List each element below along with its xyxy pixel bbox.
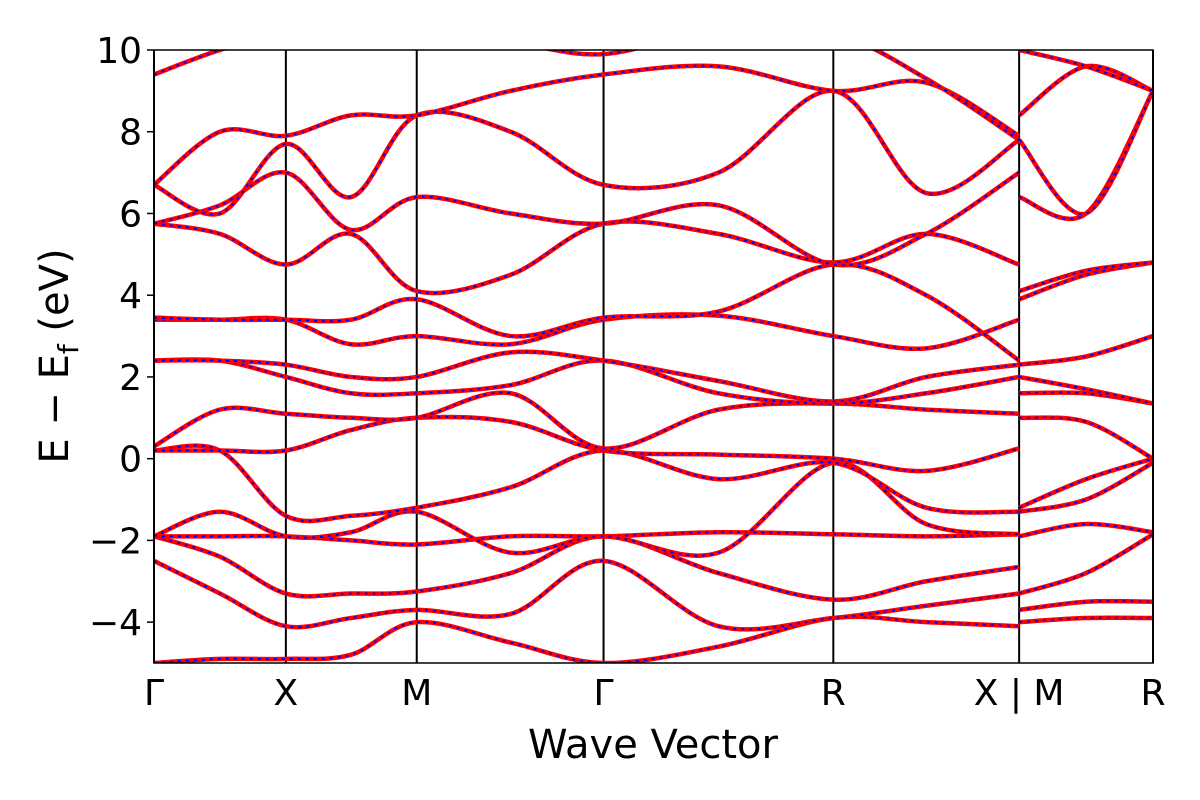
band (154, 260, 1153, 352)
x-tick-label: R (821, 673, 846, 714)
y-tick-label: 4 (119, 276, 142, 317)
band-dashed (154, 461, 1153, 557)
y-tick-label: 6 (119, 194, 142, 235)
band (154, 89, 1153, 268)
x-tick-label: Γ (144, 673, 164, 714)
band (154, 89, 1153, 296)
y-tick-label: −4 (89, 603, 142, 644)
band-dashed (154, 615, 1153, 663)
band-dashed (154, 90, 1153, 267)
y-tick-label: 8 (119, 113, 142, 154)
y-label-unit: (eV) (32, 248, 78, 344)
plot-frame (153, 49, 1154, 664)
band-dashed (154, 416, 1153, 473)
band (154, 390, 1153, 451)
y-tick-label: 10 (96, 31, 142, 72)
y-tick-label: 2 (119, 358, 142, 399)
band (154, 614, 1153, 663)
band-dashed (154, 90, 1153, 295)
band-dashed (154, 523, 1153, 546)
tick-labels: −4 −2 0 2 4 6 8 10 Γ X M Γ R X | M R (89, 31, 1166, 714)
x-tick-label: Γ (594, 673, 614, 714)
band-dashed (154, 50, 1153, 186)
band-dashed (154, 559, 1153, 631)
band (154, 63, 1153, 217)
band (154, 460, 1153, 558)
band (154, 443, 1153, 524)
y-tick-label: 0 (119, 440, 142, 481)
band-dashed (154, 533, 1153, 601)
band-dashed (154, 391, 1153, 450)
band-dashed (154, 64, 1153, 216)
band-dashed (154, 358, 1153, 405)
band-dashed (154, 335, 1153, 403)
x-tick-label: R (1140, 673, 1165, 714)
y-tick-label: −2 (89, 521, 142, 562)
band (154, 50, 1153, 187)
y-axis-label: E − Ef (eV) (32, 248, 85, 463)
x-tick-label: X | M (974, 673, 1065, 714)
x-tick-label: M (401, 673, 432, 714)
band-dashed (154, 444, 1153, 523)
band (154, 260, 1153, 363)
y-label-sub: f (52, 343, 85, 354)
x-tick-label: X (274, 673, 299, 714)
x-axis-label: Wave Vector (528, 722, 779, 768)
y-label-main: E − E (32, 354, 78, 464)
band-dashed (154, 261, 1153, 362)
band-dashed (154, 261, 1153, 350)
bands (154, 50, 1153, 663)
band (154, 532, 1153, 602)
